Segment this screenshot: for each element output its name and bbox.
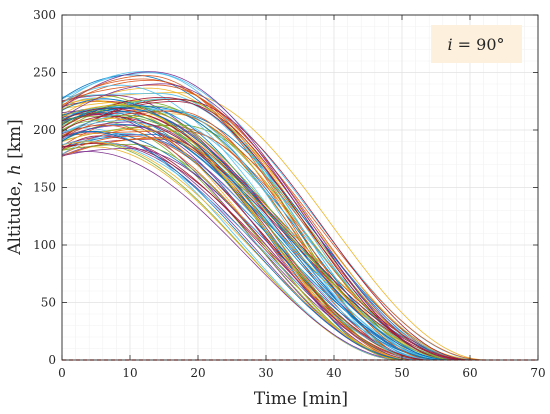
trajectory-line: [61, 108, 420, 361]
y-tick-labels: 0 50 100 150 200 250 300: [33, 8, 56, 367]
annotation-box: [431, 25, 522, 63]
y-tick-label: 150: [33, 181, 56, 195]
x-tick-label: 40: [326, 366, 341, 380]
trajectory-line: [61, 132, 438, 361]
y-tick-label: 50: [41, 296, 56, 310]
trajectory-line: [61, 107, 453, 361]
trajectory-line: [61, 131, 413, 361]
trajectory-line: [61, 84, 470, 361]
axes-frame: [61, 14, 539, 361]
trajectory-line: [61, 142, 435, 361]
trajectory-line: [61, 71, 462, 361]
x-tick-label: 50: [394, 366, 409, 380]
trajectory-line: [61, 108, 469, 361]
x-tick-labels: 0 10 20 30 40 50 60 70: [58, 366, 545, 380]
trajectory-line: [61, 124, 425, 361]
trajectory-line: [61, 83, 454, 361]
trajectory-line: [61, 123, 443, 361]
trajectories: [61, 71, 488, 361]
y-tick-label: 0: [48, 353, 56, 367]
x-tick-label: 20: [190, 366, 205, 380]
inclination-annotation: i = 90°: [431, 25, 522, 63]
trajectory-line: [61, 87, 475, 361]
x-tick-label: 0: [58, 366, 66, 380]
x-tick-label: 10: [122, 366, 137, 380]
x-axis-title: Time [min]: [254, 389, 348, 409]
trajectory-line: [61, 75, 437, 361]
trajectory-line: [61, 98, 419, 361]
y-tick-label: 250: [33, 66, 56, 80]
trajectory-line: [61, 140, 439, 361]
y-axis-title: Altitude, h [km]: [5, 119, 25, 256]
trajectory-line: [61, 106, 416, 361]
y-tick-label: 300: [33, 8, 56, 22]
trajectory-line: [61, 125, 456, 361]
trajectory-line: [61, 92, 488, 361]
trajectory-line: [61, 141, 419, 361]
x-tick-label: 30: [258, 366, 273, 380]
trajectory-line: [61, 107, 473, 361]
trajectory-line: [61, 118, 407, 361]
trajectory-line: [61, 127, 403, 361]
y-tick-label: 200: [33, 123, 56, 137]
annotation-label: i = 90°: [447, 35, 504, 54]
y-tick-label: 100: [33, 238, 56, 252]
trajectory-line: [61, 124, 411, 361]
trajectory-line: [61, 151, 407, 361]
x-tick-label: 70: [530, 366, 545, 380]
trajectory-line: [61, 104, 457, 361]
trajectory-line: [61, 147, 420, 361]
x-tick-label: 60: [462, 366, 477, 380]
trajectory-line: [61, 97, 460, 361]
